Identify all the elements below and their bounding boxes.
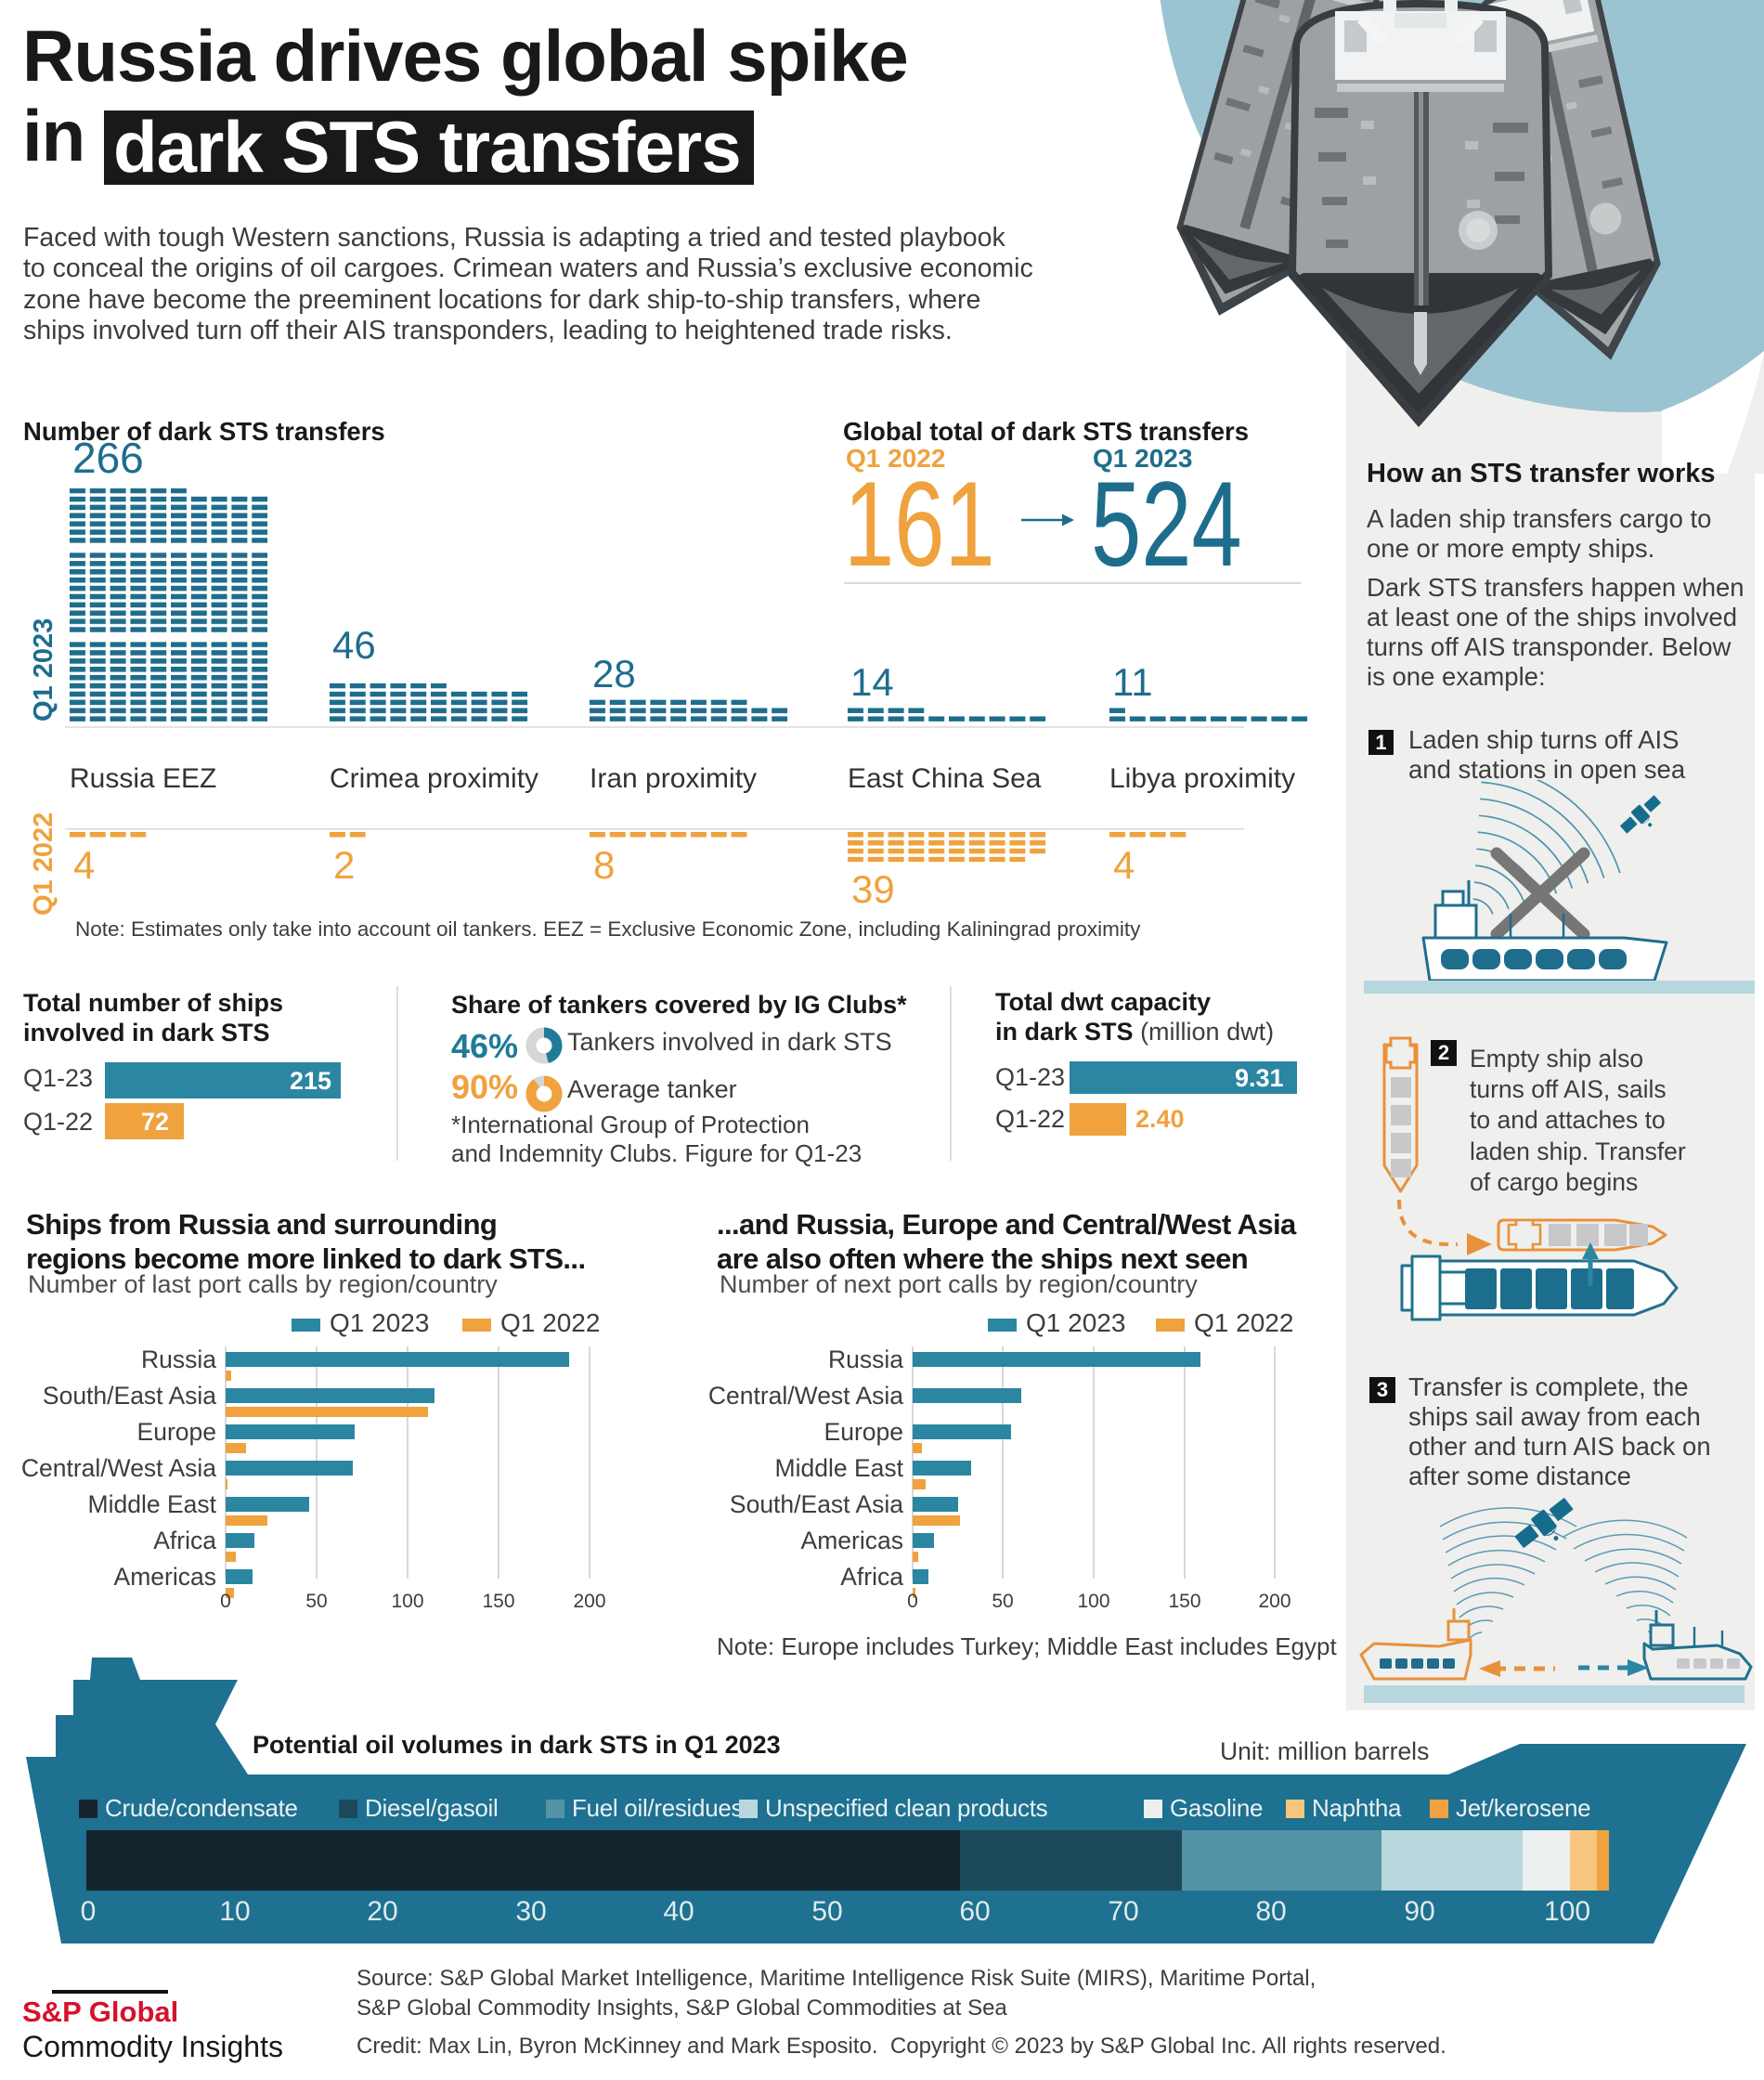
svg-text:South/East Asia: South/East Asia (730, 1490, 903, 1518)
svg-text:10: 10 (219, 1896, 250, 1927)
svg-text:Gasoline: Gasoline (1170, 1794, 1263, 1822)
svg-text:Americas: Americas (114, 1563, 216, 1591)
svg-text:80: 80 (1255, 1896, 1286, 1927)
svg-text:Middle East: Middle East (88, 1490, 217, 1518)
svg-text:30: 30 (515, 1896, 546, 1927)
svg-text:Africa: Africa (840, 1563, 903, 1591)
svg-text:Russia: Russia (141, 1346, 216, 1373)
svg-text:Note: Europe includes Turkey;: Note: Europe includes Turkey; Middle Eas… (717, 1632, 1337, 1660)
svg-text:Middle East: Middle East (775, 1454, 904, 1482)
svg-text:100: 100 (391, 1591, 423, 1612)
svg-text:Central/West Asia: Central/West Asia (708, 1382, 903, 1410)
svg-text:Crude/condensate: Crude/condensate (105, 1794, 298, 1822)
svg-text:50: 50 (811, 1896, 842, 1927)
svg-text:100: 100 (1544, 1896, 1590, 1927)
svg-text:Q1 2023: Q1 2023 (330, 1308, 429, 1337)
svg-text:150: 150 (1168, 1591, 1200, 1612)
svg-text:40: 40 (663, 1896, 694, 1927)
svg-text:Africa: Africa (153, 1527, 216, 1554)
svg-text:Europe: Europe (824, 1418, 903, 1446)
svg-text:Europe: Europe (137, 1418, 216, 1446)
svg-text:Jet/kerosene: Jet/kerosene (1456, 1794, 1590, 1822)
svg-text:Q1 2023: Q1 2023 (1026, 1308, 1125, 1337)
svg-text:70: 70 (1108, 1896, 1138, 1927)
svg-text:Q1 2022: Q1 2022 (1194, 1308, 1293, 1337)
svg-text:Diesel/gasoil: Diesel/gasoil (365, 1794, 499, 1822)
svg-text:Americas: Americas (801, 1527, 903, 1554)
svg-text:Russia: Russia (828, 1346, 903, 1373)
svg-text:South/East Asia: South/East Asia (43, 1382, 216, 1410)
svg-text:Fuel oil/residues: Fuel oil/residues (572, 1794, 744, 1822)
svg-text:0: 0 (81, 1896, 97, 1927)
svg-text:Unspecified clean products: Unspecified clean products (765, 1794, 1048, 1822)
svg-text:Q1 2022: Q1 2022 (500, 1308, 600, 1337)
svg-text:200: 200 (573, 1591, 605, 1612)
svg-text:20: 20 (367, 1896, 397, 1927)
svg-text:200: 200 (1258, 1591, 1291, 1612)
svg-text:0: 0 (907, 1591, 918, 1612)
svg-text:150: 150 (482, 1591, 514, 1612)
svg-text:90: 90 (1404, 1896, 1434, 1927)
svg-text:100: 100 (1077, 1591, 1109, 1612)
svg-text:Central/West Asia: Central/West Asia (21, 1454, 216, 1482)
svg-text:Naphtha: Naphtha (1312, 1794, 1402, 1822)
svg-text:50: 50 (305, 1591, 327, 1612)
svg-text:0: 0 (220, 1591, 231, 1612)
svg-text:50: 50 (992, 1591, 1013, 1612)
svg-text:60: 60 (959, 1896, 990, 1927)
